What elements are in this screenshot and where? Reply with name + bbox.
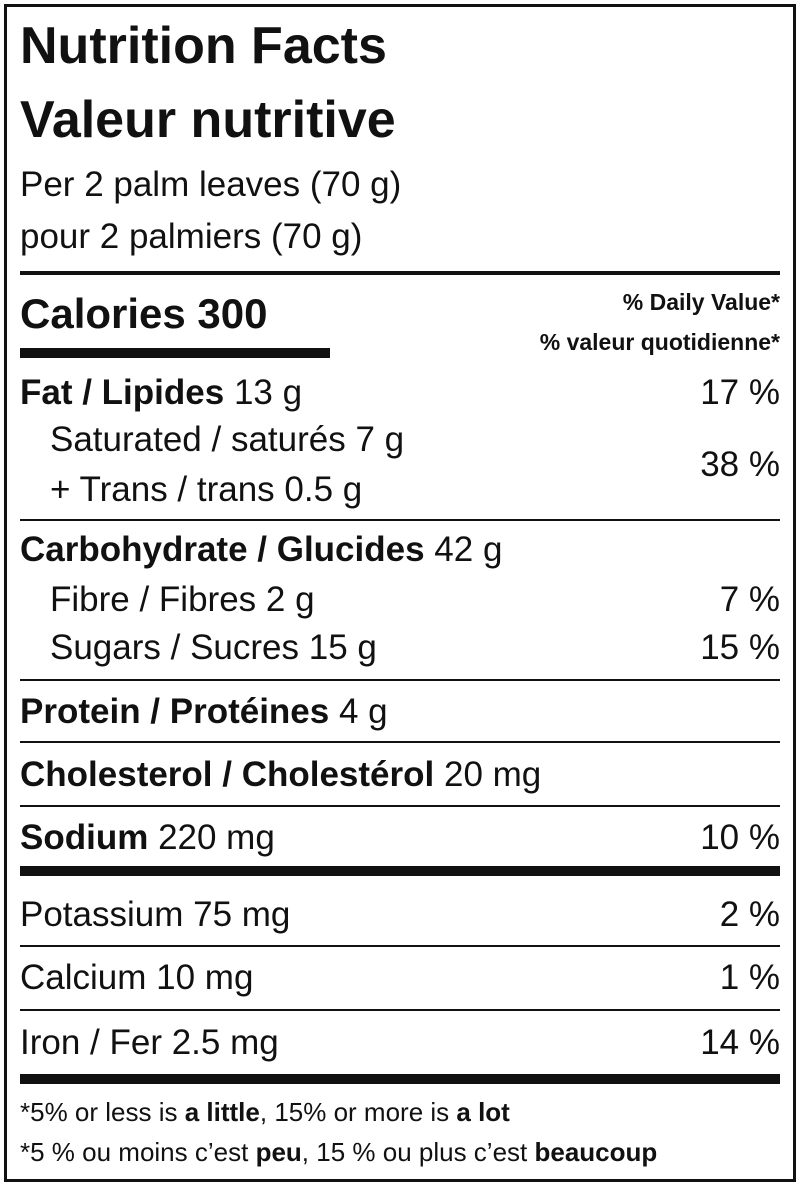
footnote-emphasis: beaucoup (534, 1137, 658, 1167)
nutrient-name: Cholesterol / Cholestérol (20, 755, 435, 794)
nutrient-dv: 10 % (700, 818, 780, 857)
serving-fr: pour 2 palmiers (70 g) (20, 217, 363, 256)
nutrient-amount: 4 g (338, 692, 388, 731)
nutrient-name: Fibre / Fibres 2 g (50, 580, 315, 619)
footnote-text: , 15% or more is (259, 1097, 457, 1127)
nutrient-row: Cholesterol / Cholestérol 20 mg (20, 753, 541, 797)
title-en: Nutrition Facts (20, 17, 387, 75)
rule (20, 945, 780, 947)
label-border (4, 4, 796, 1182)
nutrient-dv: 1 % (719, 958, 780, 997)
nutrient-subline: Saturated / saturés 7 g (50, 420, 405, 459)
nutrient-subline: + Trans / trans 0.5 g (50, 470, 363, 509)
nutrient-amount: 42 g (434, 530, 503, 569)
footnote-text: *5% or less is (20, 1097, 185, 1127)
nutrient-name: Carbohydrate / Glucides (20, 530, 425, 569)
rule (20, 519, 780, 521)
nutrient-row: Fat / Lipides 13 g (20, 371, 302, 415)
nutrient-row: Protein / Protéines 4 g (20, 690, 388, 734)
nutrient-name: Calcium 10 mg (20, 958, 254, 997)
rule (20, 866, 780, 876)
calories-label: Calories (20, 290, 186, 337)
nutrient-dv: 38 % (700, 445, 780, 484)
rule (20, 1074, 780, 1084)
dv-header-fr: % valeur quotidienne* (539, 329, 780, 355)
nutrient-amount: 13 g (233, 373, 303, 412)
footnote-en: *5% or less is a little, 15% or more is … (20, 1095, 510, 1129)
footnote-fr: *5 % ou moins c’est peu, 15 % ou plus c’… (20, 1135, 657, 1169)
calories: Calories 300 (20, 292, 268, 336)
nutrient-dv: 2 % (719, 895, 780, 934)
rule (20, 271, 780, 275)
nutrient-dv: 7 % (719, 580, 780, 619)
nutrient-row: Sodium 220 mg (20, 816, 275, 860)
nutrient-name: Iron / Fer 2.5 mg (20, 1023, 279, 1062)
rule (20, 679, 780, 681)
nutrient-dv: 14 % (700, 1023, 780, 1062)
serving-en: Per 2 palm leaves (70 g) (20, 165, 402, 204)
rule (20, 805, 780, 807)
title-fr: Valeur nutritive (20, 91, 396, 149)
footnote-emphasis: peu (255, 1137, 302, 1167)
dv-header-en: % Daily Value* (622, 289, 780, 315)
footnote-text: *5 % ou moins c’est (20, 1137, 256, 1167)
rule (20, 1009, 780, 1011)
nutrient-amount: 20 mg (443, 755, 542, 794)
calories-value: 300 (197, 290, 268, 337)
rule (20, 741, 780, 743)
nutrient-name: Sugars / Sucres 15 g (50, 628, 377, 667)
footnote-emphasis: a little (184, 1097, 260, 1127)
footnote-emphasis: a lot (456, 1097, 510, 1127)
footnote-text: , 15 % ou plus c’est (301, 1137, 535, 1167)
nutrient-name: Potassium 75 mg (20, 895, 291, 934)
nutrient-row: Carbohydrate / Glucides 42 g (20, 528, 502, 572)
nutrient-name: Fat / Lipides (20, 373, 225, 412)
calories-bar (20, 348, 330, 358)
nutrient-name: Sodium (20, 818, 149, 857)
nutrient-dv: 15 % (700, 628, 780, 667)
nutrient-name: Protein / Protéines (20, 692, 330, 731)
nutrient-amount: 220 mg (158, 818, 275, 857)
nutrient-dv: 17 % (700, 373, 780, 412)
